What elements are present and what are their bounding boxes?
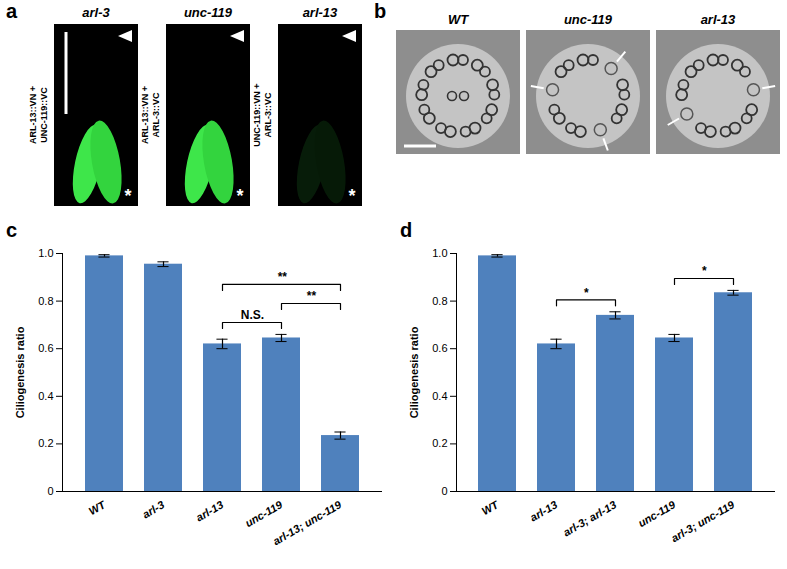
svg-text:**: ** [278,270,288,284]
svg-text:unc-119: unc-119 [184,5,233,20]
svg-text:arl-13: arl-13 [701,12,736,27]
svg-text:0.6: 0.6 [432,342,447,354]
svg-text:ARL-13::VN +UNC-119::VC: ARL-13::VN +UNC-119::VC [28,86,49,144]
svg-text:0: 0 [47,485,53,497]
svg-text:*: * [236,186,243,206]
html-text:d: d [400,219,413,241]
svg-text:WT: WT [479,498,501,518]
svg-text:1.0: 1.0 [38,247,53,259]
svg-text:unc-119: unc-119 [564,12,613,27]
svg-text:arl-13: arl-13 [528,498,559,523]
svg-text:0.2: 0.2 [432,437,447,449]
svg-text:WT: WT [448,12,469,27]
svg-text:0: 0 [441,485,447,497]
svg-text:arl-13; unc-119: arl-13; unc-119 [271,498,344,547]
svg-text:arl-13: arl-13 [303,5,338,20]
svg-text:ARL-13::VN +ARL-3::VC: ARL-13::VN +ARL-3::VC [140,86,161,144]
svg-text:0.2: 0.2 [38,437,53,449]
svg-text:0.4: 0.4 [432,390,447,402]
svg-text:0.8: 0.8 [38,295,53,307]
svg-text:unc-119: unc-119 [636,498,678,529]
svg-text:Ciliogenesis ratio: Ciliogenesis ratio [14,326,26,418]
html-text:a: a [6,0,18,22]
svg-text:unc-119: unc-119 [243,498,285,529]
svg-text:*: * [584,286,589,300]
svg-text:UNC-119::VN +ARL-3::VC: UNC-119::VN +ARL-3::VC [252,83,273,146]
svg-text:N.S.: N.S. [241,308,264,322]
svg-text:1.0: 1.0 [432,247,447,259]
svg-text:arl-13: arl-13 [194,498,225,523]
html-text:b: b [374,0,387,22]
svg-text:arl-3: arl-3 [140,498,166,520]
html-text:c: c [6,219,18,241]
svg-text:0.6: 0.6 [38,342,53,354]
svg-text:*: * [124,186,131,206]
svg-text:arl-3: arl-3 [82,5,110,20]
svg-text:arl-3; unc-119: arl-3; unc-119 [669,498,737,544]
svg-text:0.8: 0.8 [432,295,447,307]
svg-text:*: * [702,264,707,278]
svg-text:arl-3; arl-13: arl-3; arl-13 [561,498,618,538]
svg-text:*: * [348,186,355,206]
svg-text:**: ** [307,289,317,303]
svg-text:Ciliogenesis ratio: Ciliogenesis ratio [408,326,420,418]
svg-text:0.4: 0.4 [38,390,53,402]
svg-text:WT: WT [86,498,108,518]
